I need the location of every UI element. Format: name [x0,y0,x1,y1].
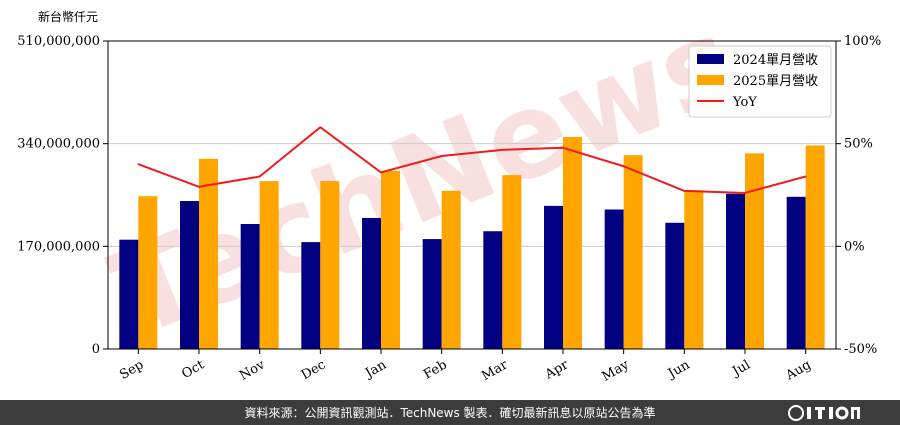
x-tick-label-oct: Oct [179,357,207,382]
bar-2024-jun [665,222,685,349]
x-tick-label-sep: Sep [117,357,146,382]
bar-2024-feb [422,239,442,349]
bar-2025-jul [745,153,764,349]
yoy-point-apr [562,146,564,149]
yoy-point-jun [683,190,686,192]
bar-2025-aug [805,145,825,349]
bar-2025-oct [199,158,218,349]
bar-2024-may [604,209,624,349]
yoy-point-sep [137,163,140,165]
yoy-point-mar [501,149,504,151]
legend-box [688,45,832,118]
bar-2024-nov [240,223,260,349]
legend-label-2025: 2025單月營收 [733,74,818,89]
bar-2025-jun [684,190,704,349]
x-tick-label-dec: Dec [299,357,329,383]
yoy-point-oct [198,185,200,188]
right-tick-label: 0% [844,239,865,254]
yoy-point-aug [804,175,807,178]
bar-2025-feb [441,190,461,349]
technews-logo [786,402,882,423]
x-tick-label-may: May [600,357,633,385]
bars [119,137,825,349]
bar-2024-apr [544,205,563,349]
footer: 資料來源：公開資訊觀測站．TechNews 製表．確切最新訊息以原站公告為準 [0,400,900,425]
bar-2025-apr [563,137,582,349]
x-tick-label-feb: Feb [421,357,450,382]
right-tick-label: -50% [844,342,877,357]
left-tick-label: 510,000,000 [17,34,100,49]
bar-2025-nov [259,181,279,349]
right-tick-label: 50% [844,137,873,152]
legend: 2024單月營收 2025單月營收 YoY [688,45,832,118]
bar-2024-jan [362,217,381,349]
legend-label-yoy: YoY [732,95,757,110]
yoy-point-dec [319,126,322,129]
x-tick-label-aug: Aug [783,357,814,384]
yoy-point-jan [380,171,382,174]
bar-2024-dec [301,242,321,349]
plot-frame [107,40,837,350]
yoy-line-layer [137,126,807,194]
bar-2024-mar [483,231,503,349]
x-tick-label-nov: Nov [237,357,268,384]
gridlines [108,143,836,247]
left-tick-label: 340,000,000 [17,137,100,152]
legend-swatch-2024 [697,54,724,64]
bar-2024-sep [119,239,139,349]
yoy-line [137,126,806,194]
bar-2025-may [623,155,643,349]
bar-2024-jul [726,193,745,349]
yoy-point-jul [744,192,746,194]
x-tick-label-mar: Mar [479,357,511,384]
bar-2024-aug [786,196,806,349]
bar-2025-jan [381,170,400,349]
bar-2025-mar [502,175,522,349]
yoy-point-may [622,165,625,168]
yoy-point-nov [258,175,261,178]
unit-label: 新台幣仟元 [38,9,98,24]
x-tick-label-jan: Jan [361,357,389,382]
x-tick-label-jul: Jul [728,357,753,380]
bar-2025-dec [320,181,340,349]
x-tick-label-jun: Jun [664,357,693,382]
right-tick-label: 100% [844,34,881,49]
left-tick-label: 170,000,000 [17,239,100,254]
revenue-chart: 新台幣仟元 TechNews 0170,000,000340,000,00051… [17,0,881,385]
footer-source-text: 資料來源：公開資訊觀測站．TechNews 製表．確切最新訊息以原站公告為準 [244,406,656,420]
bar-2024-oct [180,201,199,349]
left-tick-label: 0 [92,342,100,357]
yoy-point-feb [440,155,443,157]
x-tick-label-apr: Apr [542,357,572,383]
legend-label-2024: 2024單月營收 [733,53,818,68]
bar-2025-sep [138,196,158,349]
legend-swatch-2025 [697,75,724,85]
